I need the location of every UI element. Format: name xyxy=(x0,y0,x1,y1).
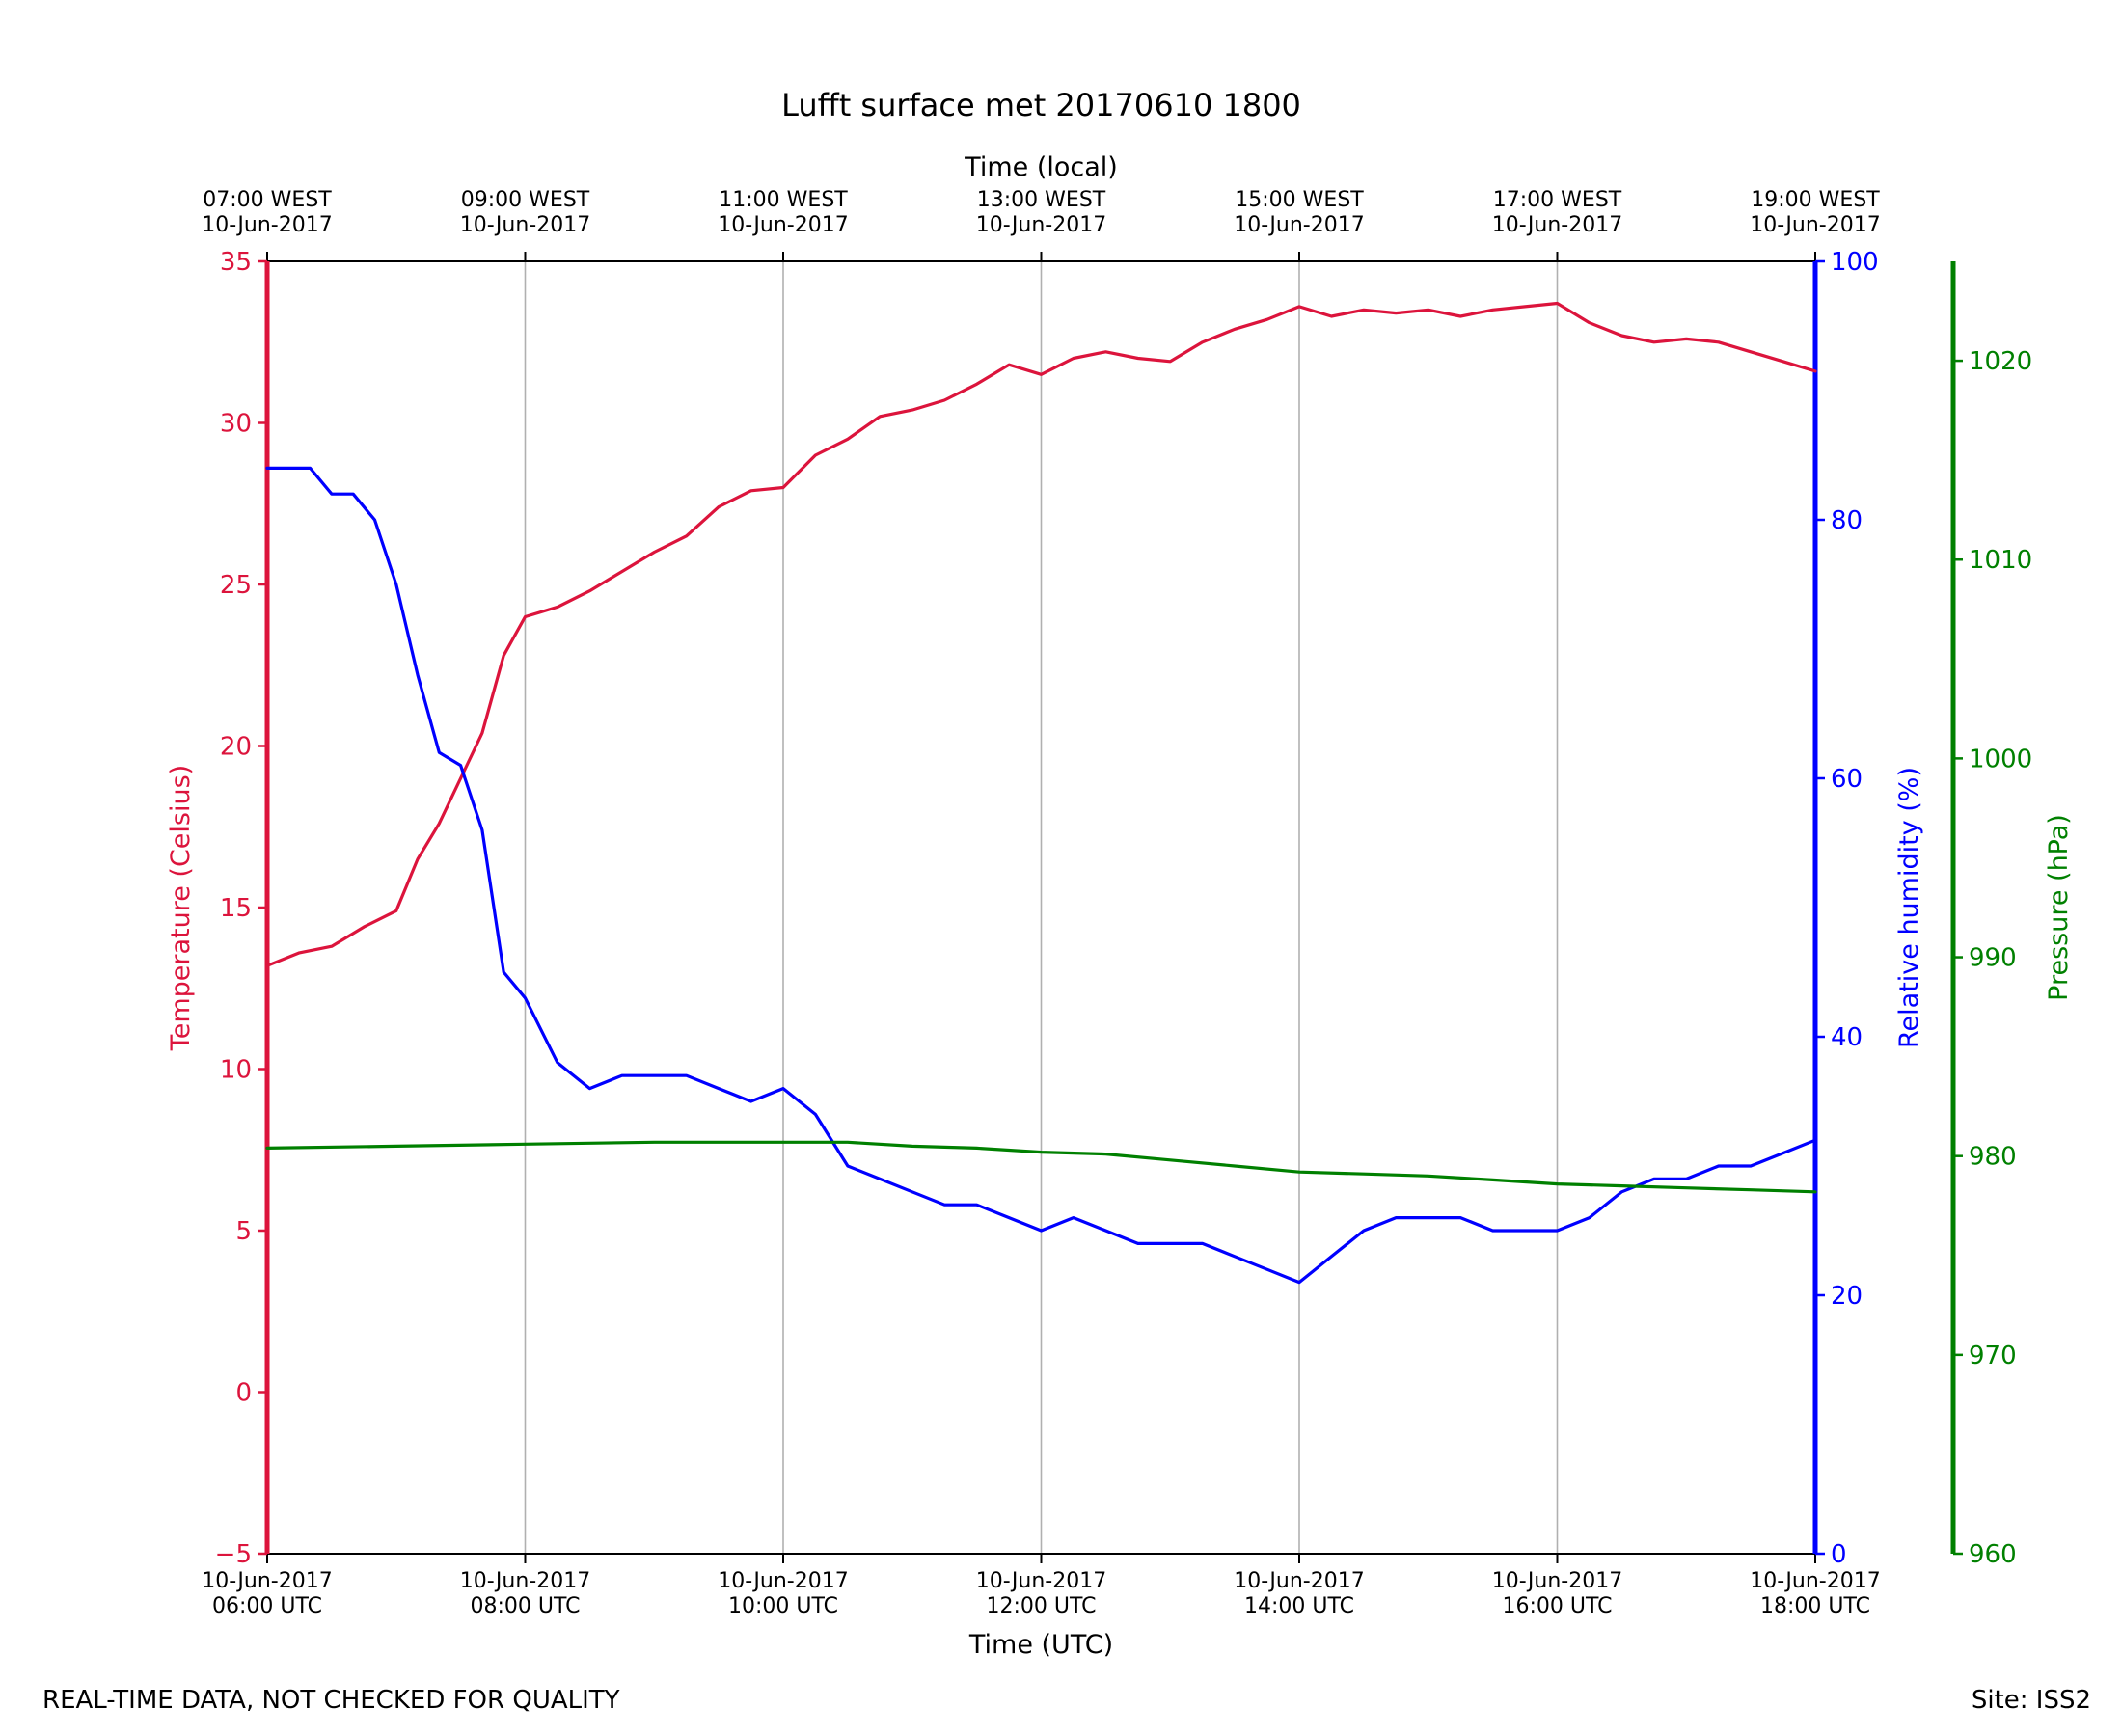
x-tick-label-bottom-date: 10-Jun-2017 xyxy=(718,1569,848,1593)
x-tick-label-top-date: 10-Jun-2017 xyxy=(1750,213,1880,237)
quality-disclaimer: REAL-TIME DATA, NOT CHECKED FOR QUALITY xyxy=(42,1686,620,1715)
site-label: Site: ISS2 xyxy=(1971,1686,2091,1715)
x-tick-label-bottom-date: 10-Jun-2017 xyxy=(1750,1569,1880,1593)
x-tick-label-bottom-time: 08:00 UTC xyxy=(470,1594,580,1618)
x-tick-label-top-date: 10-Jun-2017 xyxy=(1492,213,1622,237)
rh-series-line xyxy=(265,466,1817,1285)
rh-tick-label: 40 xyxy=(1831,1023,1863,1052)
x-tick-label-bottom-date: 10-Jun-2017 xyxy=(1234,1569,1364,1593)
x-axis-label-bottom: Time (UTC) xyxy=(968,1630,1113,1660)
pres-tick-label: 1010 xyxy=(1969,546,2032,575)
x-tick-label-bottom-date: 10-Jun-2017 xyxy=(976,1569,1106,1593)
x-tick-label-bottom-time: 18:00 UTC xyxy=(1760,1594,1870,1618)
x-tick-label-bottom-date: 10-Jun-2017 xyxy=(460,1569,590,1593)
rh-tick-label: 80 xyxy=(1831,506,1863,535)
x-tick-label-top-date: 10-Jun-2017 xyxy=(202,213,332,237)
x-tick-label-top-time: 13:00 WEST xyxy=(977,188,1106,212)
temp-tick-label: 15 xyxy=(220,894,252,923)
x-tick-label-top-date: 10-Jun-2017 xyxy=(976,213,1106,237)
x-tick-label-top-date: 10-Jun-2017 xyxy=(460,213,590,237)
temp-tick-label: −5 xyxy=(215,1540,252,1569)
x-tick-label-top-time: 09:00 WEST xyxy=(461,188,590,212)
rh-tick-label: 0 xyxy=(1831,1540,1847,1569)
temp-tick-label: 35 xyxy=(220,248,252,277)
pres-tick-label: 970 xyxy=(1969,1342,2017,1370)
rh-axis-label: Relative humidity (%) xyxy=(1894,767,1924,1048)
pres-series-line xyxy=(265,1140,1817,1194)
x-tick-label-top-date: 10-Jun-2017 xyxy=(718,213,848,237)
temp-axis-label: Temperature (Celsius) xyxy=(166,765,196,1051)
pres-tick-label: 1000 xyxy=(1969,745,2032,773)
rh-tick-label: 60 xyxy=(1831,765,1863,794)
x-tick-label-bottom-time: 12:00 UTC xyxy=(986,1594,1096,1618)
x-tick-label-bottom-time: 16:00 UTC xyxy=(1502,1594,1612,1618)
rh-tick-label: 20 xyxy=(1831,1282,1863,1311)
temp-tick-label: 30 xyxy=(220,410,252,439)
temp-tick-label: 25 xyxy=(220,571,252,600)
pres-tick-label: 1020 xyxy=(1969,347,2032,376)
x-tick-label-top-time: 19:00 WEST xyxy=(1751,188,1880,212)
rh-tick-label: 100 xyxy=(1831,248,1879,277)
pres-tick-label: 990 xyxy=(1969,944,2017,973)
x-tick-label-bottom-time: 14:00 UTC xyxy=(1244,1594,1354,1618)
x-tick-label-bottom-time: 10:00 UTC xyxy=(728,1594,838,1618)
temp-tick-label: 20 xyxy=(220,733,252,762)
temp-tick-label: 10 xyxy=(220,1056,252,1085)
temp-tick-label: 5 xyxy=(235,1217,252,1246)
x-tick-label-bottom-time: 06:00 UTC xyxy=(212,1594,322,1618)
pres-axis-label: Pressure (hPa) xyxy=(2044,814,2074,1001)
x-tick-label-top-time: 17:00 WEST xyxy=(1493,188,1622,212)
pres-tick-label: 980 xyxy=(1969,1143,2017,1172)
chart-title: Lufft surface met 20170610 1800 xyxy=(781,87,1301,123)
x-tick-label-top-time: 07:00 WEST xyxy=(203,188,332,212)
x-tick-label-bottom-date: 10-Jun-2017 xyxy=(1492,1569,1622,1593)
x-axis-label-top: Time (local) xyxy=(964,152,1118,182)
x-tick-label-bottom-date: 10-Jun-2017 xyxy=(202,1569,332,1593)
x-tick-label-top-time: 11:00 WEST xyxy=(719,188,848,212)
temp-tick-label: 0 xyxy=(235,1379,252,1408)
x-tick-label-top-date: 10-Jun-2017 xyxy=(1234,213,1364,237)
x-tick-label-top-time: 15:00 WEST xyxy=(1235,188,1364,212)
pres-tick-label: 960 xyxy=(1969,1540,2017,1569)
temp-series-line xyxy=(265,301,1817,967)
